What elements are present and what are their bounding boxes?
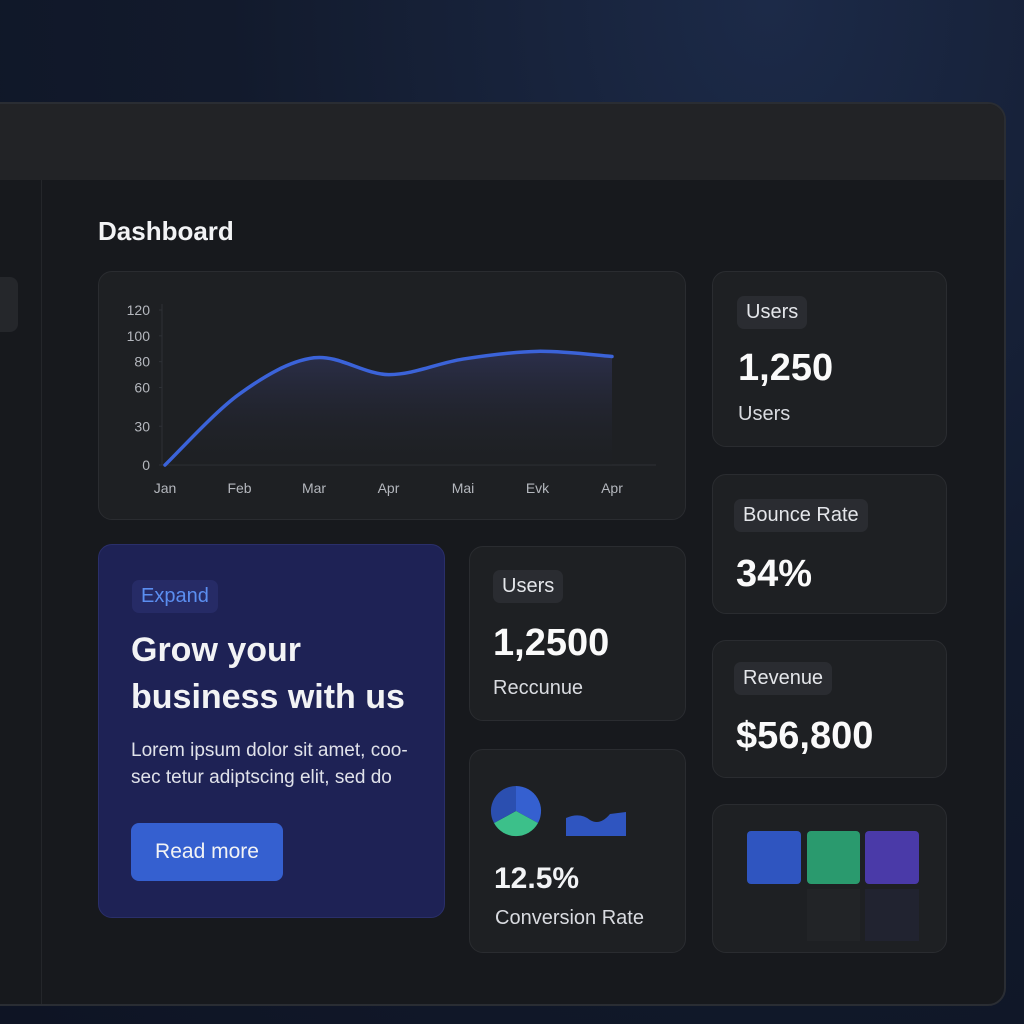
swatch [747,831,801,884]
x-tick-label: Apr [601,480,623,496]
x-tick-label: Apr [378,480,400,496]
promo-card: Expand Grow your business with us Lorem … [98,544,445,918]
line-chart: 0 30 60 80 100 120 Jan Feb Mar Apr Mai Evk Apr [127,302,656,496]
read-more-button[interactable]: Read more [131,823,283,881]
swatch [807,831,860,884]
stat-card: Revenue $56,800 [712,640,947,778]
y-tick-label: 60 [134,380,150,396]
y-tick-label: 0 [142,457,150,473]
y-tick-label: 120 [127,302,151,318]
badge: Users [737,296,808,329]
title-bar [0,104,1004,180]
stat-label: Users [738,403,791,425]
pie-icon [516,785,542,823]
stat-card: Users 1,250 Users [712,271,947,447]
conversion-value: 12.5% [494,862,580,895]
y-tick-label: 30 [134,418,150,434]
badge: Bounce Rate [734,499,868,532]
conversion-card: 12.5% Conversion Rate [469,749,686,953]
line [163,349,614,467]
x-tick-label: Feb [227,480,251,496]
badge: Users [493,570,564,603]
conversion-label: Conversion Rate [495,907,644,929]
x-tick-label: Mai [452,480,475,496]
stat-value: 34% [736,553,813,595]
metric-card: Users 1,2500 Reccunue [469,546,686,721]
title-line: Grow your [131,631,302,669]
stat-value: $56,800 [736,715,874,757]
swatch [807,889,860,941]
stat-value: 1,250 [738,347,834,389]
line-area [165,351,612,465]
x-tick-label: Mar [302,480,326,496]
promo-body: Lorem ipsum dolor sit amet, coo- sec tet… [131,737,408,791]
swatch-card [712,804,947,953]
sidebar-item[interactable] [0,277,18,332]
x-tick-label: Jan [154,480,177,496]
stat-card: Bounce Rate 34% [712,474,947,614]
y-tick-label: 80 [134,354,150,370]
metric-label: Reccunue [493,677,584,699]
sidebar-divider [41,180,42,1004]
body-line: sec tetur adiptscing elit, sed do [131,767,392,788]
body-line: Lorem ipsum dolor sit amet, coo- [131,740,408,761]
mini-chart-icon [566,812,626,836]
y-tick-label: 100 [127,328,151,344]
swatch [865,831,919,884]
title-line: business with us [131,678,405,716]
chart-card: 0 30 60 80 100 120 Jan Feb Mar Apr Mai Evk Apr [98,271,686,520]
pie-icon [490,785,516,823]
pie-icon [494,811,538,837]
page-title: Dashboard [98,216,234,246]
badge: Expand [132,580,218,613]
icons [490,785,626,837]
metric-value: 1,2500 [493,622,610,664]
badge: Revenue [734,662,833,695]
swatch [865,889,919,941]
x-tick-label: Evk [526,480,550,496]
promo-title: Grow your business with us [131,627,405,721]
